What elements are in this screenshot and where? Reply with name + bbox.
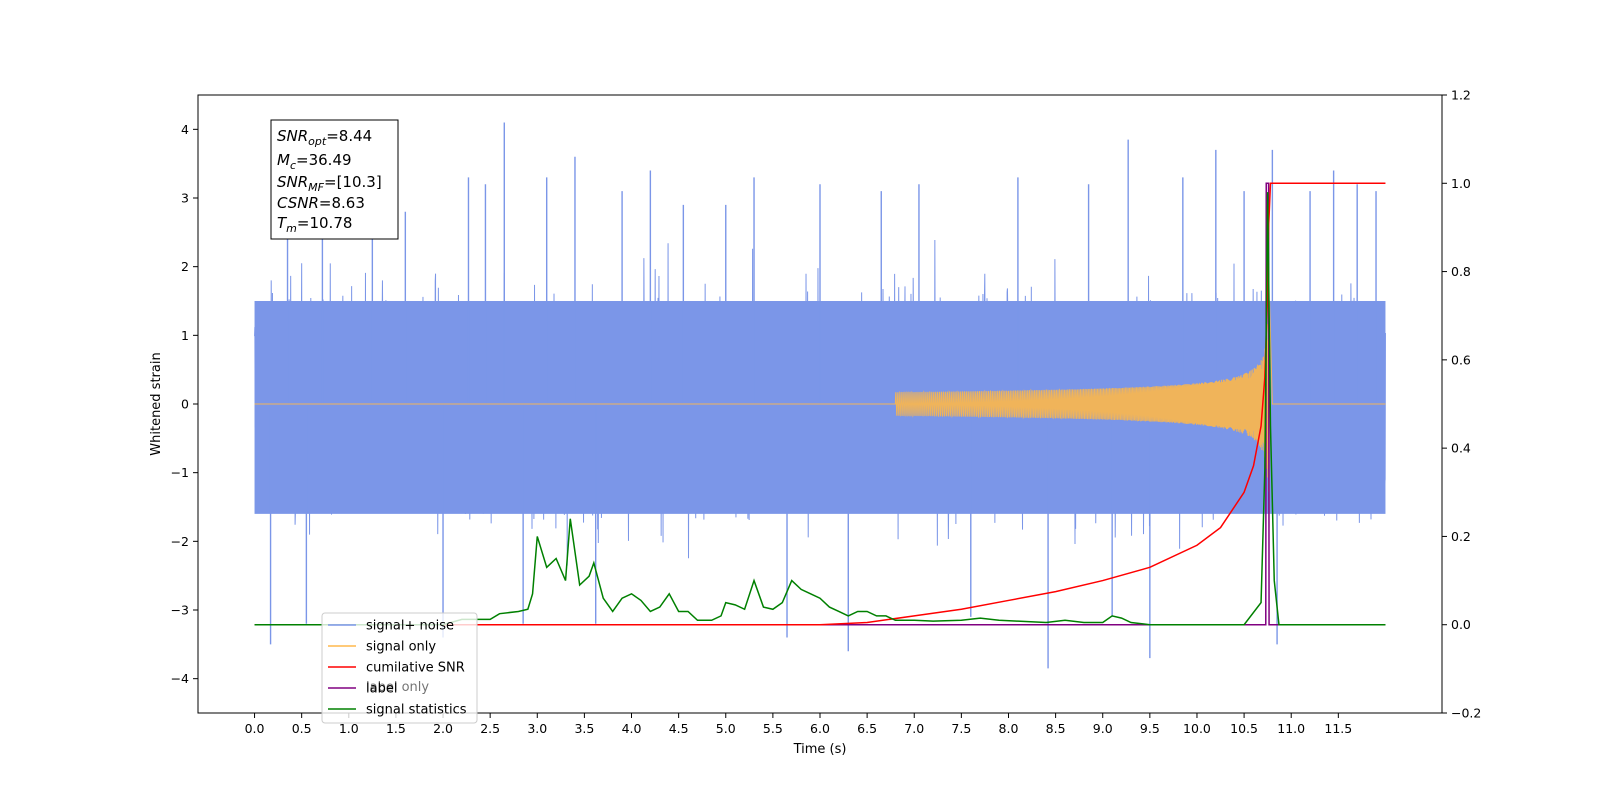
y-left-tick-label: 4 [181, 122, 189, 137]
right-y-axis-ticks: −0.2 0.0 0.2 0.4 0.6 0.8 1.0 1.2 [1442, 88, 1481, 721]
info-symbol: CSNR [277, 194, 319, 212]
legend-label: signal statistics [366, 703, 467, 718]
y-right-tick-label: 0.6 [1451, 352, 1471, 367]
info-line: SNRMF=[10.3] [277, 173, 382, 194]
x-tick-label: 8.0 [999, 721, 1019, 736]
x-tick-label: 6.5 [857, 721, 877, 736]
signal-only-series [254, 300, 1386, 528]
y-left-tick-label: −4 [171, 671, 189, 686]
legend-label: cumilative SNR [366, 661, 465, 676]
info-subscript: m [286, 222, 297, 235]
x-axis-label: Time (s) [793, 742, 847, 757]
x-tick-label: 11.5 [1324, 721, 1352, 736]
y-right-tick-label: 1.0 [1451, 176, 1471, 191]
y-left-tick-label: −3 [171, 603, 189, 618]
info-value: =8.44 [326, 127, 372, 145]
legend-frame [321, 612, 478, 724]
info-subscript: c [290, 159, 296, 172]
info-subscript: MF [308, 181, 324, 194]
y-left-tick-label: −1 [171, 465, 189, 480]
y-right-tick-label: 0.0 [1451, 617, 1471, 632]
info-line: SNRopt=8.44 [277, 127, 372, 148]
y-right-tick-label: 0.8 [1451, 264, 1471, 279]
x-tick-label: 1.5 [386, 721, 406, 736]
info-box-frame [270, 119, 399, 240]
x-tick-label: 11.0 [1277, 721, 1305, 736]
legend-label: label [366, 682, 397, 697]
y-left-tick-label: 3 [181, 191, 189, 206]
info-symbol: SNR [277, 127, 308, 145]
info-value: =36.49 [296, 151, 352, 169]
x-tick-label: 10.0 [1183, 721, 1211, 736]
left-y-axis-ticks: −4 −3 −2 −1 0 1 2 3 4 [171, 122, 198, 686]
info-symbol: SNR [277, 173, 308, 191]
signal-only-line [254, 300, 1386, 528]
y-right-tick-label: 0.2 [1451, 529, 1471, 544]
info-value: =8.63 [319, 194, 365, 212]
x-tick-label: 0.0 [245, 721, 265, 736]
info-value: =10.78 [297, 214, 353, 232]
info-box: SNRopt=8.44Mc=36.49SNRMF=[10.3]CSNR=8.63… [270, 119, 399, 240]
x-tick-label: 1.0 [339, 721, 359, 736]
x-tick-label: 7.5 [951, 721, 971, 736]
y-left-tick-label: 1 [181, 328, 189, 343]
legend: label only signal+ noise signal only cumila… [321, 612, 478, 724]
y-left-tick-label: −2 [171, 534, 189, 549]
y-right-tick-label: −0.2 [1451, 706, 1481, 721]
info-line: CSNR=8.63 [277, 194, 365, 212]
legend-label: signal+ noise [366, 619, 454, 634]
x-tick-label: 6.0 [810, 721, 830, 736]
info-subscript: opt [308, 135, 327, 148]
cumulative-snr-series [254, 182, 1386, 626]
signal-statistics-series [254, 192, 1386, 626]
x-tick-label: 5.0 [716, 721, 736, 736]
legend-ghost-label: label only [366, 680, 429, 695]
y-right-tick-label: 0.4 [1451, 441, 1471, 456]
x-tick-label: 0.5 [292, 721, 312, 736]
x-tick-label: 7.0 [904, 721, 924, 736]
cumulative-snr-line [254, 182, 1386, 626]
x-tick-label: 5.5 [763, 721, 783, 736]
x-tick-label: 3.5 [574, 721, 594, 736]
info-line: Mc=36.49 [277, 151, 352, 172]
x-tick-label: 2.5 [480, 721, 500, 736]
info-line: Tm=10.78 [277, 214, 352, 235]
x-tick-label: 4.5 [669, 721, 689, 736]
info-value: =[10.3] [324, 173, 382, 191]
info-symbol: T [277, 214, 288, 232]
x-tick-label: 9.5 [1140, 721, 1160, 736]
x-tick-label: 2.0 [433, 721, 453, 736]
signal-statistics-line [254, 192, 1386, 626]
y-right-tick-label: 1.2 [1451, 88, 1471, 103]
y-left-tick-label: 0 [181, 397, 189, 412]
x-tick-label: 4.0 [622, 721, 642, 736]
info-symbol: M [277, 151, 290, 169]
plot-area [254, 122, 1386, 669]
legend-label: signal only [366, 640, 436, 655]
y-left-tick-label: 2 [181, 259, 189, 274]
x-axis-ticks: 0.0 0.5 1.0 1.5 2.0 2.5 3.0 3.5 4.0 4.5 5.0 5.5 6.0 6… [245, 713, 1352, 736]
x-tick-label: 10.5 [1230, 721, 1258, 736]
x-tick-label: 8.5 [1046, 721, 1066, 736]
y-axis-label: Whitened strain [149, 352, 164, 455]
x-tick-label: 9.0 [1093, 721, 1113, 736]
x-tick-label: 3.0 [527, 721, 547, 736]
